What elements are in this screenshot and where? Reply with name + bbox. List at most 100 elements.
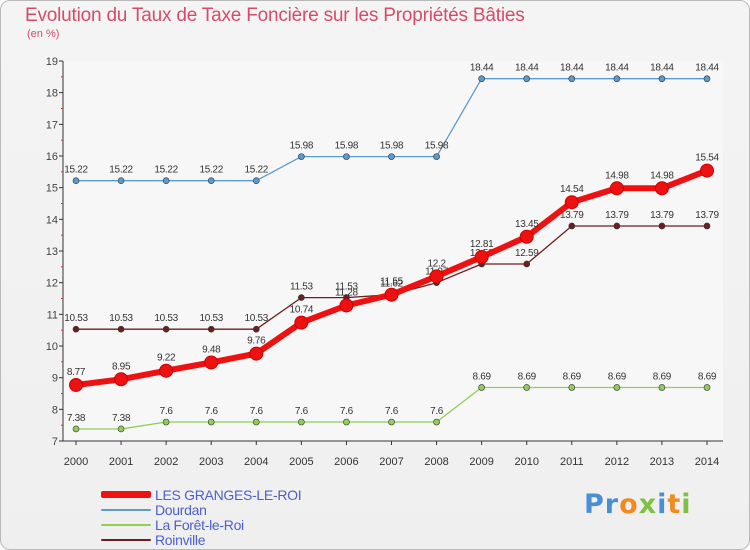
- data-point-les-granges-le-roi: [159, 363, 174, 378]
- data-point-roinville: [703, 222, 711, 230]
- logo-letter: t: [667, 489, 682, 520]
- legend-label: Dourdan: [155, 501, 207, 518]
- data-label-les-granges-le-roi: 14.98: [650, 170, 674, 181]
- data-label-la-foret-le-roi: 7.6: [160, 406, 174, 417]
- data-point-dourdan: [252, 177, 260, 184]
- data-label-roinville: 11.53: [290, 282, 314, 293]
- data-label-dourdan: 15.98: [380, 141, 404, 152]
- data-label-dourdan: 18.44: [515, 63, 539, 74]
- data-point-la-foret-le-roi: [613, 384, 621, 391]
- x-tick-label: 2014: [695, 456, 719, 468]
- data-label-la-foret-le-roi: 8.69: [653, 371, 672, 382]
- data-label-la-foret-le-roi: 7.6: [430, 406, 444, 417]
- data-label-dourdan: 15.22: [199, 165, 223, 176]
- data-label-roinville: 10.53: [64, 313, 88, 324]
- data-point-les-granges-le-roi: [700, 163, 714, 178]
- data-point-la-foret-le-roi: [117, 425, 125, 433]
- data-point-roinville: [613, 222, 621, 230]
- logo-letter: P: [584, 489, 605, 520]
- data-point-roinville: [252, 325, 260, 333]
- data-point-les-granges-le-roi: [204, 355, 219, 370]
- data-label-la-foret-le-roi: 7.6: [295, 406, 309, 417]
- chart-legend: LES GRANGES-LE-ROI Dourdan La Forêt-le-Roi…: [101, 486, 302, 548]
- data-point-les-granges-le-roi: [69, 377, 83, 392]
- data-point-la-foret-le-roi: [703, 384, 711, 391]
- data-point-dourdan: [207, 177, 215, 184]
- data-point-la-foret-le-roi: [252, 418, 260, 426]
- data-point-les-granges-le-roi: [339, 298, 354, 313]
- data-label-les-granges-le-roi: 14.54: [560, 184, 584, 195]
- data-label-la-foret-le-roi: 7.6: [385, 406, 399, 417]
- x-tick-label: 2004: [244, 456, 268, 468]
- data-point-roinville: [658, 222, 666, 230]
- data-label-dourdan: 18.44: [650, 63, 674, 74]
- data-point-roinville: [523, 260, 531, 268]
- data-point-roinville: [72, 325, 80, 333]
- data-label-la-foret-le-roi: 7.6: [340, 406, 354, 417]
- data-label-dourdan: 18.44: [560, 63, 584, 74]
- data-label-dourdan: 18.44: [695, 63, 719, 74]
- data-point-les-granges-le-roi: [249, 346, 264, 361]
- x-tick-label: 2010: [514, 456, 538, 468]
- x-tick-label: 2001: [109, 456, 133, 468]
- data-label-roinville: 10.53: [199, 313, 223, 324]
- data-point-dourdan: [162, 177, 170, 184]
- x-tick-label: 2009: [469, 456, 493, 468]
- data-point-dourdan: [117, 177, 125, 184]
- data-label-dourdan: 15.22: [245, 165, 269, 176]
- data-point-les-granges-le-roi: [384, 287, 399, 302]
- x-tick-label: 2013: [650, 456, 674, 468]
- data-label-roinville: 12.59: [515, 248, 539, 259]
- data-label-la-foret-le-roi: 8.69: [473, 371, 492, 382]
- y-tick-label: 15: [46, 183, 58, 195]
- data-point-dourdan: [298, 153, 305, 160]
- data-point-dourdan: [613, 75, 621, 83]
- x-tick-label: 2008: [424, 456, 448, 468]
- data-point-dourdan: [703, 75, 711, 83]
- data-label-la-foret-le-roi: 7.38: [67, 413, 86, 424]
- data-label-roinville: 10.53: [154, 313, 178, 324]
- data-label-roinville: 13.79: [560, 210, 584, 221]
- data-label-dourdan: 15.98: [425, 141, 449, 152]
- data-point-les-granges-le-roi: [294, 315, 309, 330]
- logo-letter: i: [657, 489, 668, 520]
- data-point-la-foret-le-roi: [343, 418, 350, 426]
- logo-letter: i: [681, 489, 692, 520]
- data-point-la-foret-le-roi: [658, 384, 666, 391]
- data-label-les-granges-le-roi: 10.74: [290, 305, 314, 316]
- data-point-roinville: [207, 325, 215, 333]
- data-point-la-foret-le-roi: [388, 418, 395, 426]
- legend-label: LES GRANGES-LE-ROI: [155, 486, 302, 503]
- data-label-les-granges-le-roi: 12.81: [470, 239, 494, 250]
- x-tick-label: 2002: [154, 456, 178, 468]
- data-label-les-granges-le-roi: 9.22: [157, 353, 176, 364]
- data-point-la-foret-le-roi: [72, 425, 80, 433]
- legend-item: LES GRANGES-LE-ROI: [101, 486, 302, 503]
- data-point-dourdan: [568, 75, 576, 83]
- data-point-roinville: [568, 222, 576, 230]
- logo-letter: o: [619, 489, 639, 520]
- chart-title: Evolution du Taux de Taxe Foncière sur l…: [25, 5, 525, 26]
- data-label-dourdan: 15.98: [335, 141, 359, 152]
- data-label-roinville: 11.62: [380, 279, 404, 290]
- data-label-les-granges-le-roi: 11.28: [335, 287, 359, 298]
- legend-label: La Forêt-le-Roi: [155, 516, 244, 533]
- data-point-dourdan: [388, 153, 395, 160]
- data-point-dourdan: [72, 177, 80, 184]
- plot-area: [63, 61, 723, 441]
- legend-swatch: [101, 491, 151, 498]
- data-point-les-granges-le-roi: [519, 229, 534, 244]
- data-label-roinville: 13.79: [695, 210, 719, 221]
- legend-swatch: [101, 538, 151, 541]
- data-label-dourdan: 18.44: [605, 63, 629, 74]
- x-tick-label: 2011: [560, 456, 584, 468]
- data-label-dourdan: 15.22: [109, 165, 133, 176]
- y-tick-label: 19: [46, 56, 58, 68]
- data-label-dourdan: 15.22: [154, 165, 178, 176]
- data-label-les-granges-le-roi: 11.55: [380, 277, 404, 288]
- data-point-les-granges-le-roi: [429, 269, 444, 284]
- data-label-dourdan: 15.22: [64, 165, 88, 176]
- data-point-dourdan: [343, 153, 350, 160]
- data-label-les-granges-le-roi: 9.76: [247, 336, 266, 347]
